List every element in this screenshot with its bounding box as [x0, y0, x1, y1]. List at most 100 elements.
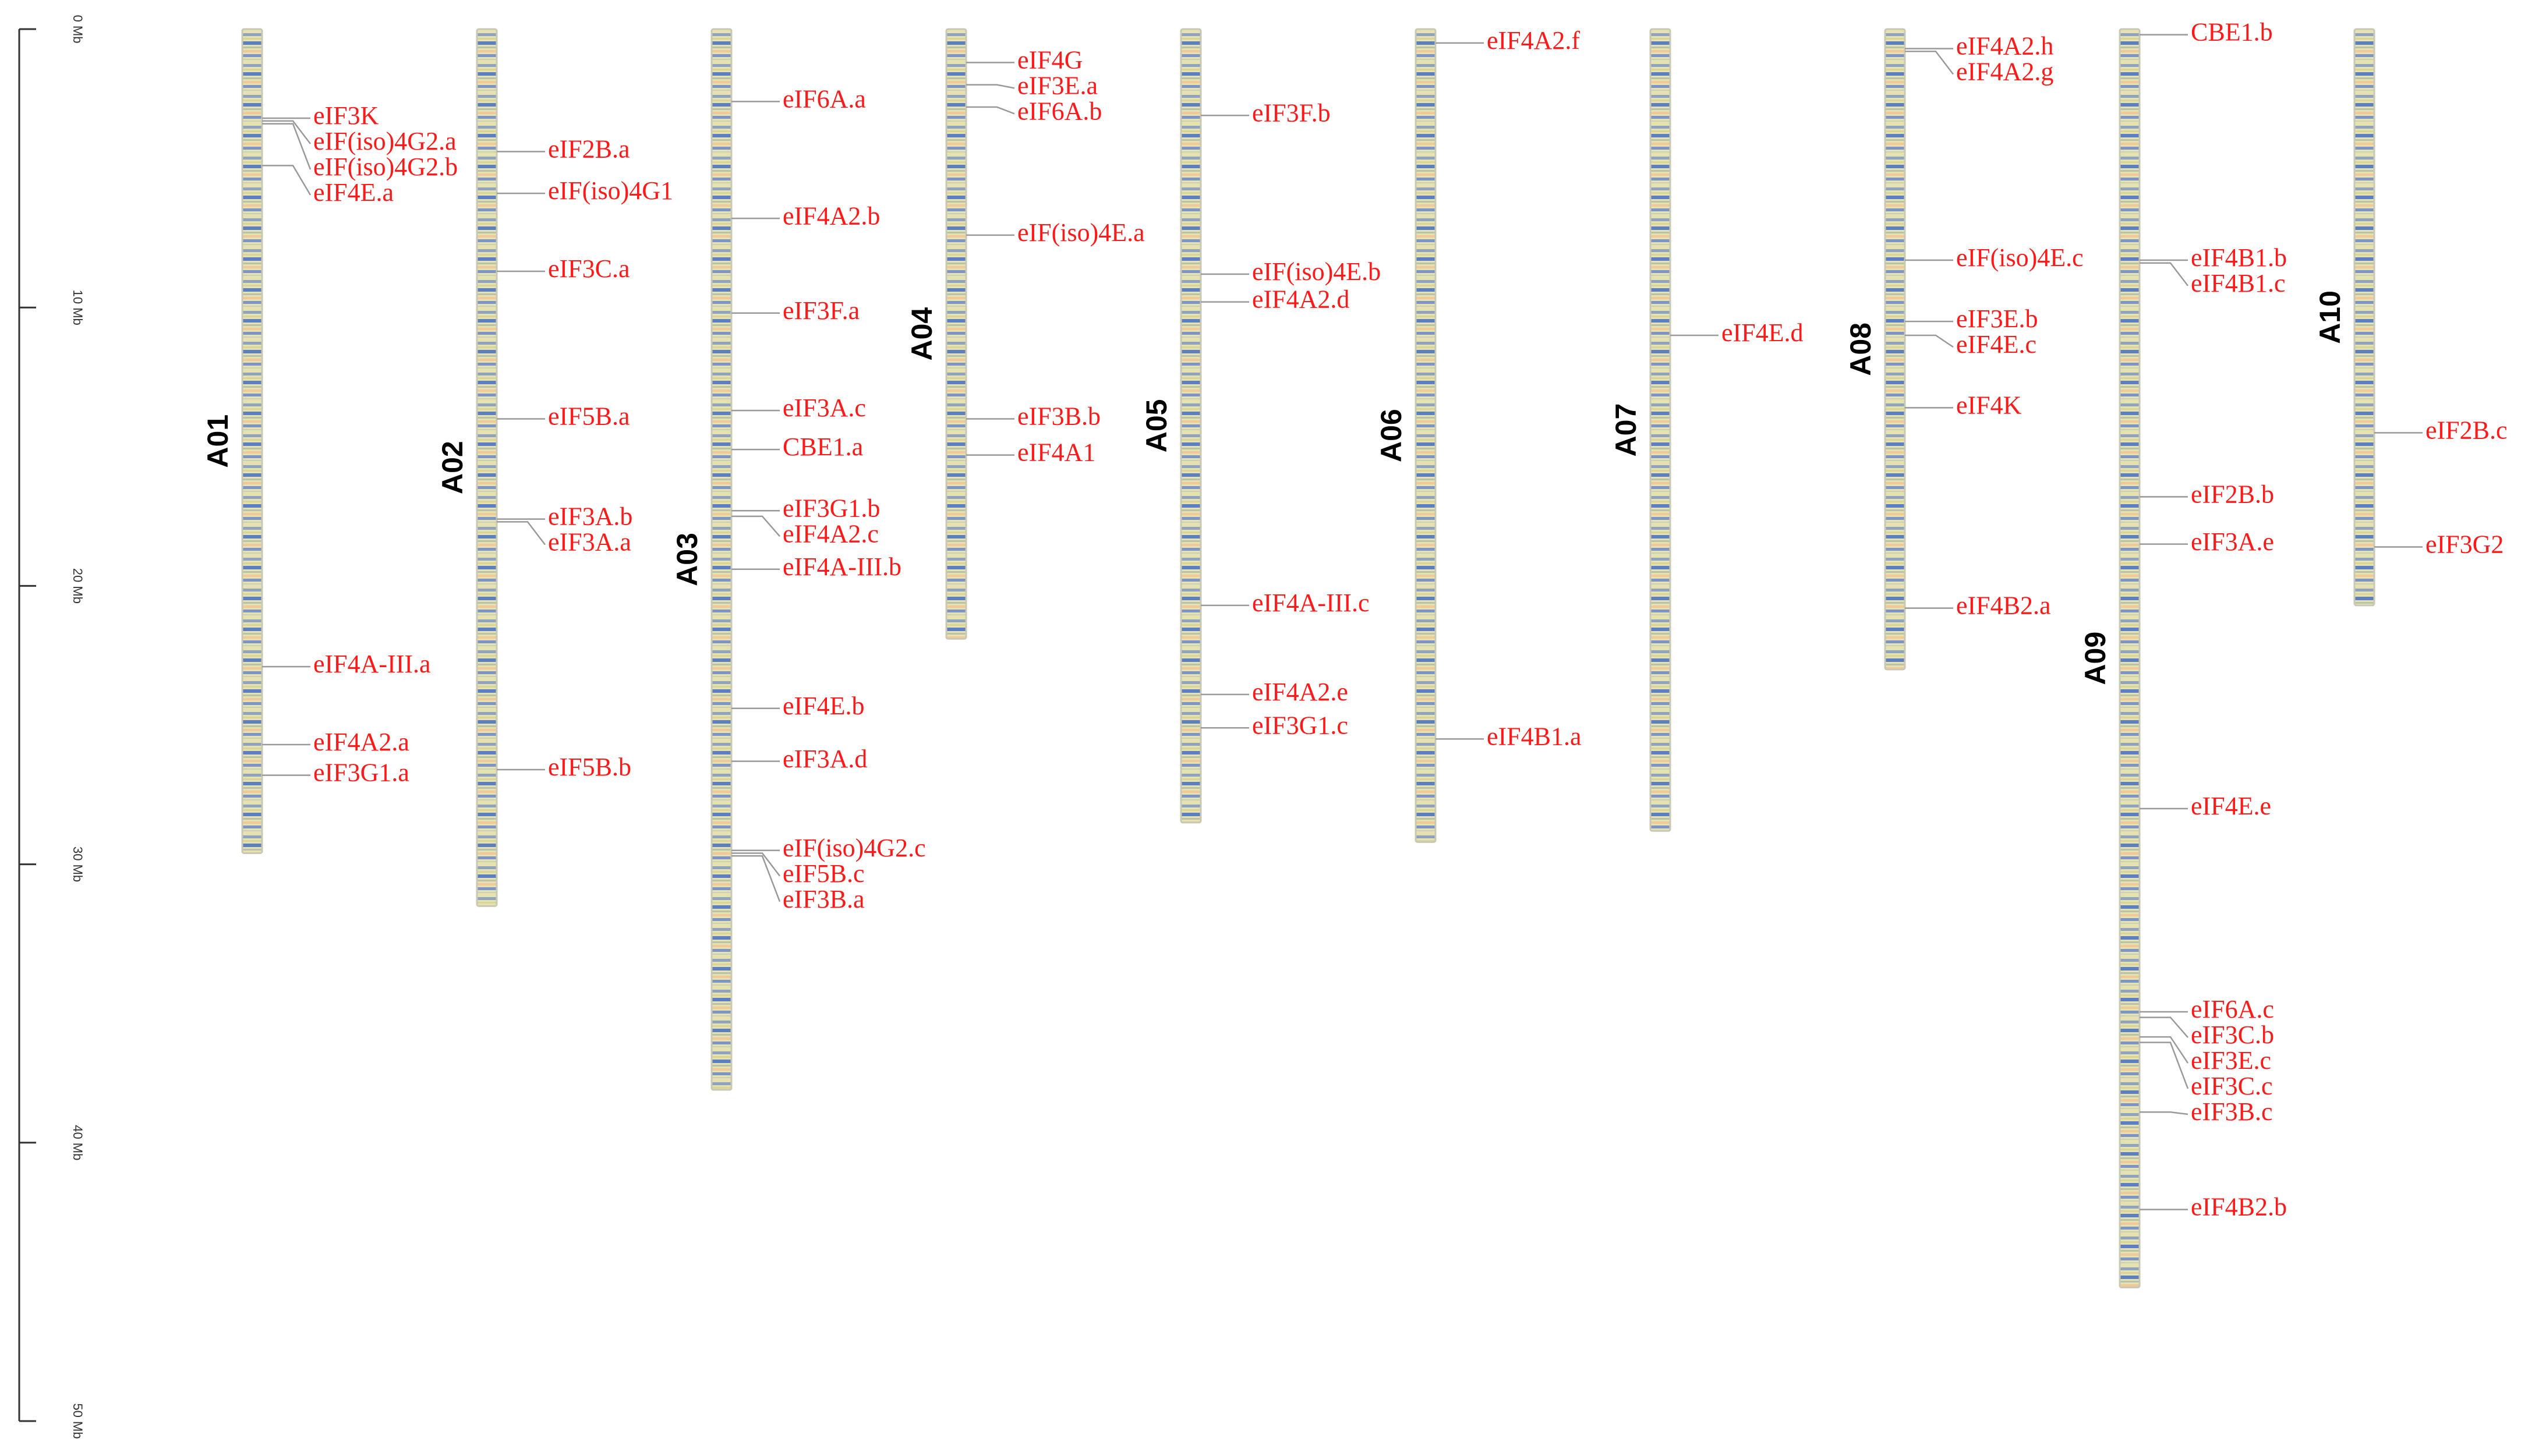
gene-label: eIF4B1.c [2191, 269, 2286, 297]
gene-label: eIF3E.a [1017, 71, 1098, 100]
gene-connector [966, 106, 1015, 115]
gene-label: eIF4A2.b [783, 201, 880, 230]
gene-label: eIF4G [1017, 45, 1083, 74]
gene-label: eIF6A.c [2191, 995, 2274, 1023]
gene-label: eIF3F.a [783, 296, 860, 325]
gene-label: eIF4E.a [313, 178, 394, 207]
chromosome [2119, 28, 2141, 1288]
gene-connector [731, 855, 781, 902]
gene-label: eIF3A.b [548, 502, 632, 531]
gene-label: eIF3B.b [1017, 402, 1101, 431]
gene-connector [1905, 51, 1954, 75]
gene-connector [2140, 1111, 2188, 1115]
gene-connector [262, 123, 312, 170]
y-tick-label: 0 Mb [70, 15, 85, 44]
gene-label: eIF4B2.b [2191, 1193, 2287, 1221]
gene-label: eIF3C.b [2191, 1021, 2274, 1049]
gene-label: eIF4A2.d [1252, 285, 1349, 314]
gene-connector [1905, 334, 1954, 348]
gene-label: eIF(iso)4G2.b [313, 153, 458, 181]
gene-label: eIF4A-III.a [313, 650, 431, 678]
gene-label: eIF(iso)4G2.c [783, 834, 926, 862]
gene-label: eIF4A2.e [1252, 678, 1348, 706]
gene-label: eIF3B.c [2191, 1097, 2273, 1126]
chromosome-label: A05 [1140, 399, 1173, 453]
chromosome-label: A03 [671, 533, 703, 586]
gene-connector [2140, 1036, 2189, 1064]
gene-label: eIF(iso)4G1 [548, 176, 673, 205]
chromosome-label: A09 [2079, 632, 2112, 685]
chromosome [1884, 28, 1906, 671]
gene-label: eIF5B.b [548, 753, 631, 781]
gene-label: eIF4A2.g [1956, 58, 2053, 86]
gene-label: CBE1.a [783, 433, 863, 461]
gene-label: eIF3F.b [1252, 98, 1331, 127]
y-tick-label: 50 Mb [70, 1403, 85, 1439]
gene-label: eIF(iso)4G2.a [313, 127, 457, 155]
gene-label: eIF(iso)4E.b [1252, 257, 1381, 286]
chromosome-label: A04 [906, 307, 938, 361]
gene-label: eIF3G1.c [1252, 711, 1348, 739]
chromosome [1649, 28, 1671, 832]
gene-label: eIF4E.b [783, 692, 865, 720]
chromosome-label: A07 [1610, 403, 1642, 457]
gene-connector [2140, 262, 2188, 286]
gene-label: eIF3E.b [1956, 304, 2038, 333]
chromosome [945, 28, 967, 640]
chromosome-label: A02 [436, 441, 469, 494]
chromosome [241, 28, 263, 854]
gene-label: eIF4A2.f [1487, 26, 1580, 55]
chromosome-label: A01 [201, 415, 234, 468]
gene-label: eIF6A.b [1017, 97, 1102, 125]
gene-label: eIF4A-III.c [1252, 589, 1370, 617]
y-tick-label: 20 Mb [70, 568, 85, 604]
y-tick-label: 10 Mb [70, 290, 85, 325]
gene-label: eIF3C.c [2191, 1072, 2273, 1100]
gene-label: eIF3A.c [783, 394, 866, 422]
gene-label: eIF2B.b [2191, 480, 2274, 508]
chromosome [1415, 28, 1437, 843]
gene-label: eIF4A2.a [313, 728, 409, 756]
gene-label: eIF4K [1956, 391, 2022, 419]
gene-connector [731, 515, 780, 537]
gene-connector [262, 120, 311, 144]
chromosome [710, 28, 733, 1091]
gene-label: eIF3E.c [2191, 1046, 2271, 1075]
gene-label: eIF4A2.c [783, 519, 879, 548]
gene-label: eIF4B1.a [1487, 722, 1582, 751]
chromosome [476, 28, 498, 907]
gene-label: eIF5B.c [783, 859, 865, 888]
gene-connector [2140, 1016, 2188, 1038]
gene-label: eIF4A2.h [1956, 32, 2053, 61]
gene-label: eIF6A.a [783, 84, 866, 113]
gene-label: eIF4B2.a [1956, 591, 2051, 620]
gene-label: eIF3B.a [783, 885, 865, 913]
gene-label: eIF2B.a [548, 135, 630, 164]
gene-label: eIF2B.c [2425, 416, 2508, 444]
gene-label: eIF3K [313, 101, 379, 130]
chromosome [1180, 28, 1202, 824]
gene-connector [966, 84, 1015, 89]
gene-label: eIF3C.a [548, 254, 630, 283]
chromosome-label: A08 [1844, 323, 1877, 376]
gene-label: eIF4A1 [1017, 438, 1095, 467]
gene-label: eIF3A.d [783, 745, 867, 773]
y-tick-label: 40 Mb [70, 1125, 85, 1160]
gene-label: eIF3G2 [2425, 530, 2504, 559]
chromosome-label: A06 [1375, 409, 1408, 462]
gene-label: eIF4E.c [1956, 330, 2036, 359]
gene-label: eIF4E.e [2191, 792, 2271, 820]
gene-label: eIF3G1.b [783, 494, 880, 522]
gene-connector [731, 852, 780, 877]
gene-connector [262, 165, 312, 196]
gene-label: CBE1.b [2191, 18, 2273, 47]
gene-label: eIF4A-III.b [783, 552, 901, 581]
gene-label: eIF(iso)4E.a [1017, 218, 1145, 247]
gene-label: eIF3A.a [548, 528, 631, 557]
chromosome [2353, 28, 2375, 607]
gene-label: eIF5B.a [548, 402, 630, 431]
gene-connector [497, 521, 546, 545]
gene-label: eIF(iso)4E.c [1956, 243, 2084, 272]
